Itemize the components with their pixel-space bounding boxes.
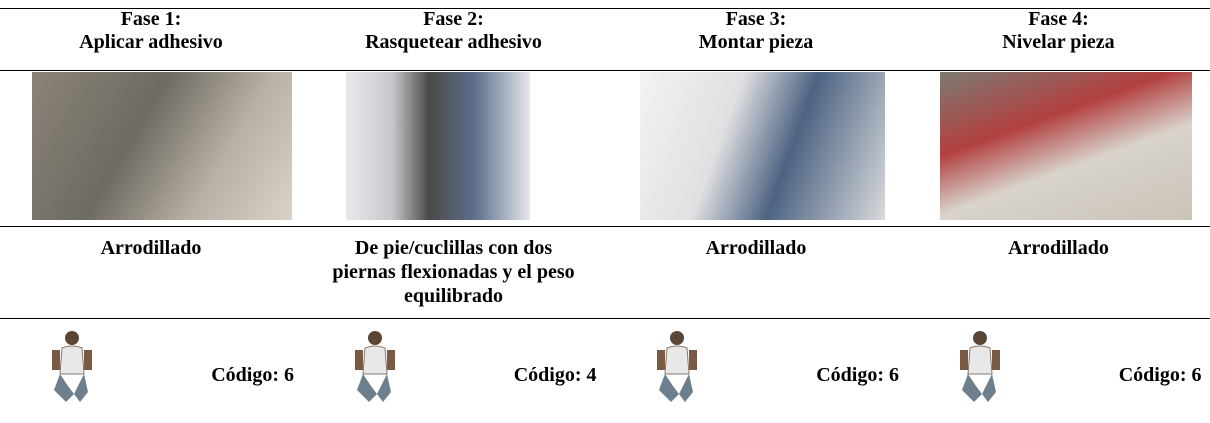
header: Fase 3: Montar pieza: [605, 8, 907, 54]
rule: [0, 8, 1210, 9]
header: Fase 1: Aplicar adhesivo: [0, 8, 302, 54]
photo: [940, 72, 1192, 220]
column: Fase 3: Montar pieza Arrodillado Código: 6: [605, 0, 907, 423]
task-label: Montar pieza: [698, 31, 814, 53]
photo: [32, 72, 292, 220]
posture-label: De pie/cuclillas con dos piernas flexion…: [332, 237, 575, 307]
code-label: Código: 4: [513, 364, 597, 386]
task-label: Aplicar adhesivo: [79, 31, 223, 53]
task-label: Rasquetear adhesivo: [365, 31, 542, 53]
figure: [657, 331, 697, 402]
phase-label: Fase 1:: [120, 8, 182, 30]
posture-label: Arrodillado: [705, 237, 807, 259]
figure: [959, 331, 1000, 402]
column: Fase 2: Rasquetear adhesivo De pie/cuclill…: [303, 0, 605, 423]
column: Fase 4: Nivelar pieza Arrodillado Código: 6: [908, 0, 1210, 423]
code-label: Código: 6: [211, 364, 294, 386]
posture-icon: [347, 328, 403, 413]
code-label: Código: 6: [1118, 364, 1202, 386]
rule: [0, 226, 1210, 227]
column: Fase 1: Aplicar adhesivo Arrodillado Código…: [0, 0, 302, 423]
rule: [0, 318, 1210, 319]
figure: [354, 331, 395, 402]
photo: [346, 72, 530, 220]
figure: [52, 331, 92, 402]
posture-icon: [44, 328, 100, 413]
posture-icon: [952, 328, 1008, 413]
posture-icon: [649, 328, 705, 413]
code-label: Código: 6: [816, 364, 899, 386]
task-label: Nivelar pieza: [1002, 31, 1115, 53]
phase-label: Fase 2:: [423, 8, 484, 30]
rule: [0, 70, 1210, 71]
phase-label: Fase 4:: [1028, 8, 1089, 30]
posture-label: Arrodillado: [100, 237, 202, 259]
header: Fase 4: Nivelar pieza: [908, 8, 1210, 54]
photo: [640, 72, 885, 220]
posture-label: Arrodillado: [1008, 237, 1109, 259]
phase-label: Fase 3:: [725, 8, 787, 30]
header: Fase 2: Rasquetear adhesivo: [303, 8, 605, 54]
